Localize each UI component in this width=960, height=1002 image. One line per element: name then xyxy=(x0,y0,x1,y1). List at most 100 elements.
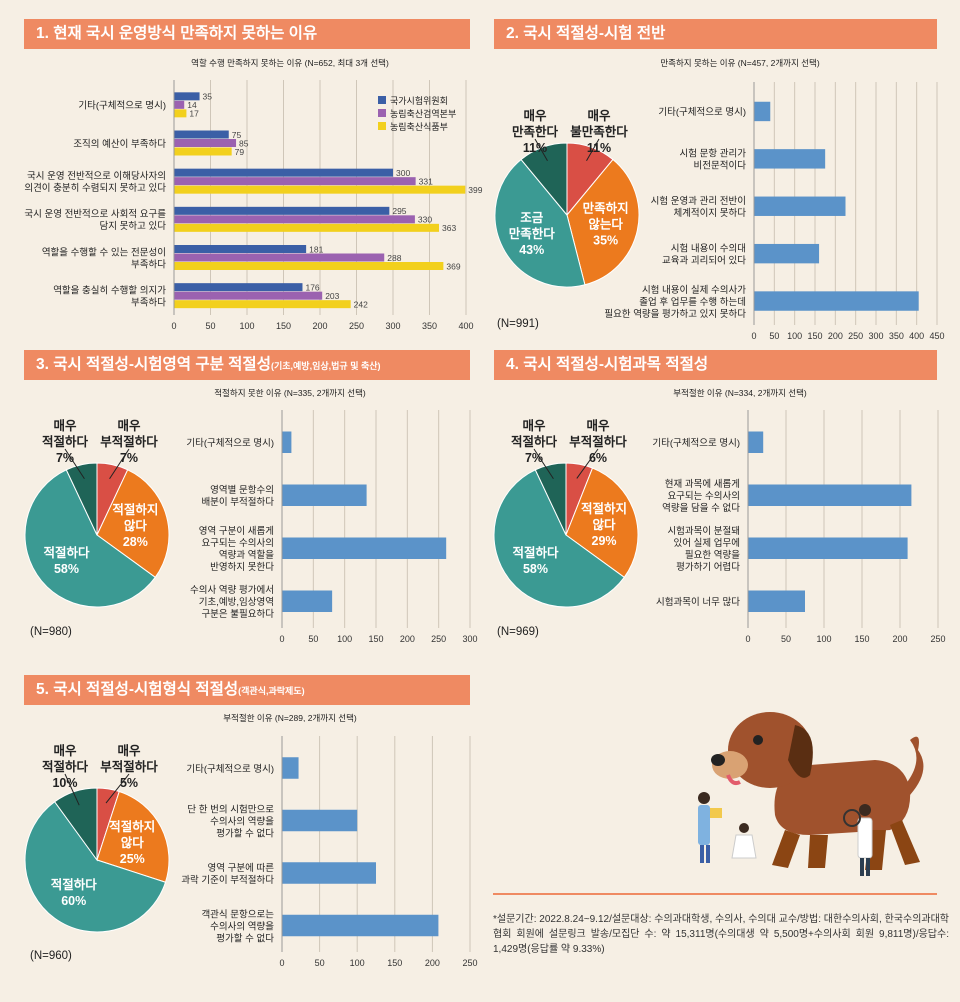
pie-slice xyxy=(565,467,639,579)
bar xyxy=(174,168,393,177)
bar-value-label: 288 xyxy=(387,253,401,263)
bar xyxy=(174,177,416,186)
category-label: 객관식 문항으로는 xyxy=(201,909,274,920)
pie-slice-label: 매우 xyxy=(522,418,546,433)
section-5-sample-size: (N=960) xyxy=(30,950,72,962)
category-label: 조직의 예산이 부족하다 xyxy=(73,138,166,150)
bar-value-label: 75 xyxy=(232,130,242,140)
x-tick-label: 200 xyxy=(828,331,843,341)
section-5-bar-chart: 0 50 100 150 200 250 기타(구체적으로 명시) 단 한 번의 시험만으로수… xyxy=(181,736,478,968)
bar xyxy=(174,147,232,156)
x-tick-label: 200 xyxy=(400,634,415,644)
legend-swatch xyxy=(378,122,386,130)
x-tick-label: 50 xyxy=(769,331,779,341)
category-label: 부족하다 xyxy=(131,296,166,308)
bar-value-label: 14 xyxy=(187,100,197,110)
bar xyxy=(282,757,299,779)
bar xyxy=(282,914,439,937)
section-3-sample-size: (N=980) xyxy=(30,626,72,638)
category-label: 평가하기 어렵다 xyxy=(676,561,740,573)
x-tick-label: 0 xyxy=(171,321,176,331)
pie-leader-line xyxy=(533,448,554,480)
pie-slice-label: 매우 xyxy=(117,418,141,433)
pie-slice-label: 43% xyxy=(519,243,544,257)
x-tick-label: 100 xyxy=(337,634,352,644)
bar xyxy=(174,262,444,270)
dog-figure xyxy=(711,712,924,870)
category-label: 시험 내용이 수의대 xyxy=(671,243,746,254)
pie-slice xyxy=(520,142,568,217)
section-5-title-note: (객관식,과락제도) xyxy=(238,686,305,696)
category-label: 수의사의 역량을 xyxy=(210,815,274,827)
category-label: 있어 실제 업무에 xyxy=(674,537,740,549)
bar-value-label: 399 xyxy=(468,185,482,195)
bar-value-label: 330 xyxy=(418,215,432,225)
x-tick-label: 100 xyxy=(350,958,365,968)
section-2-header: 2. 국시 적절성-시험 전반 xyxy=(494,19,937,49)
x-tick-label: 300 xyxy=(385,321,400,331)
section-2-title: 2. 국시 적절성-시험 전반 xyxy=(506,25,666,42)
bar xyxy=(282,862,376,884)
category-label: 시험 문항 관리가 xyxy=(680,149,747,160)
bar xyxy=(282,484,367,506)
x-tick-label: 250 xyxy=(349,321,364,331)
pie-slice-label: 않다 xyxy=(124,518,148,533)
x-tick-label: 200 xyxy=(425,958,440,968)
pie-slice xyxy=(493,469,625,608)
section-3-header: 3. 국시 적절성-시험영역 구분 적절성(기초,예방,임상,법규 및 축산) xyxy=(24,350,470,380)
bar xyxy=(174,245,307,253)
legend-swatch xyxy=(378,109,386,117)
x-tick-label: 450 xyxy=(929,331,944,341)
x-tick-label: 250 xyxy=(930,634,945,644)
category-label: 과락 기준이 부적절하다 xyxy=(181,874,274,886)
pie-slice-label: 10% xyxy=(52,776,77,790)
section-1-header: 1. 현재 국시 운영방식 만족하지 못하는 이유 xyxy=(24,19,470,49)
section-5-subtitle: 부적절한 이유 (N=289, 2개까지 선택) xyxy=(223,713,357,723)
section-5-title: 5. 국시 적절성-시험형식 적절성 xyxy=(36,681,239,698)
pie-slice xyxy=(65,462,98,536)
x-tick-label: 250 xyxy=(848,331,863,341)
x-tick-label: 150 xyxy=(276,321,291,331)
pie-slice-label: 60% xyxy=(61,894,86,908)
bar xyxy=(174,300,351,309)
category-label: 기타(구체적으로 명시) xyxy=(658,106,746,118)
category-label: 역량과 역할을 xyxy=(219,549,274,561)
x-tick-label: 300 xyxy=(462,634,477,644)
pie-slice xyxy=(534,462,567,536)
category-label: 영역별 문항수의 xyxy=(210,485,274,496)
x-tick-label: 400 xyxy=(909,331,924,341)
category-label: 필요한 역량을 평가하고 있지 못하다 xyxy=(604,308,746,320)
category-label: 수의사 역량 평가에서 xyxy=(190,584,274,596)
x-tick-label: 150 xyxy=(807,331,822,341)
pie-leader-line xyxy=(64,773,80,806)
bar-value-label: 295 xyxy=(392,206,406,216)
section-1-title: 1. 현재 국시 운영방식 만족하지 못하는 이유 xyxy=(36,25,318,42)
pie-slice-label: 매우 xyxy=(53,743,77,758)
bar xyxy=(174,223,439,232)
section-3-title: 3. 국시 적절성-시험영역 구분 적절성 xyxy=(36,356,271,373)
x-tick-label: 250 xyxy=(462,958,477,968)
bar xyxy=(174,206,390,215)
pie-slice-label: 35% xyxy=(593,234,618,248)
x-tick-label: 250 xyxy=(431,634,446,644)
x-tick-label: 150 xyxy=(368,634,383,644)
bar xyxy=(174,92,200,101)
bar-value-label: 369 xyxy=(446,261,460,271)
bar xyxy=(748,590,805,612)
bar-value-label: 176 xyxy=(305,282,319,292)
x-tick-label: 150 xyxy=(854,634,869,644)
category-label: 구분은 불필요하다 xyxy=(201,608,274,620)
category-label: 교육과 괴리되어 있다 xyxy=(662,254,746,266)
category-label: 기타(구체적으로 명시) xyxy=(186,763,274,775)
category-label: 기타(구체적으로 명시) xyxy=(78,100,166,112)
section-4-subtitle: 부적절한 이유 (N=334, 2개까지 선택) xyxy=(673,388,807,398)
category-label: 시험 운영과 관리 전반이 xyxy=(651,196,746,207)
bar xyxy=(174,139,237,147)
pie-slice xyxy=(53,787,98,862)
dog-vet-illustration xyxy=(698,712,924,876)
x-tick-label: 0 xyxy=(745,634,750,644)
category-label: 체계적이지 못하다 xyxy=(673,207,746,219)
category-label: 담지 못하고 있다 xyxy=(100,220,167,232)
survey-footnote: *설문기간: 2022.8.24~9.12/설문대상: 수의과대학생, 수의사,… xyxy=(493,914,949,955)
category-label: 부족하다 xyxy=(131,258,166,270)
